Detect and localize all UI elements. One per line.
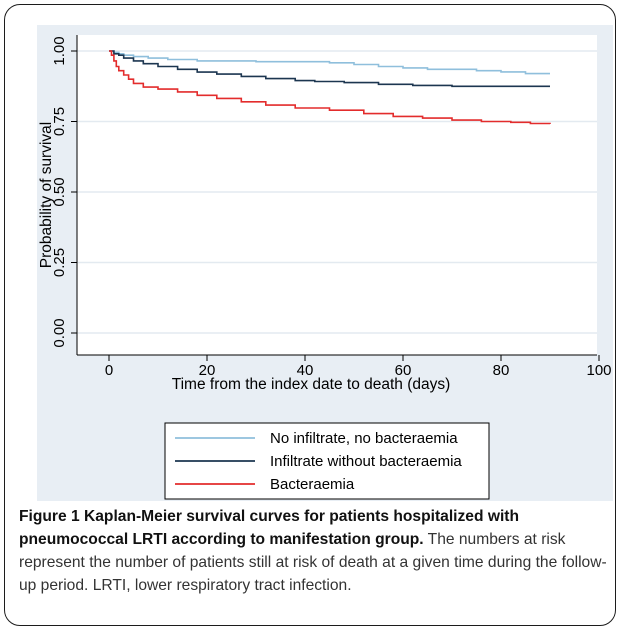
y-tick-label: 1.00 [51, 36, 68, 65]
series-line-2 [109, 50, 551, 125]
x-tick-label: 40 [297, 362, 314, 379]
legend-label: No infiltrate, no bacteraemia [270, 430, 458, 447]
plot-region [77, 35, 597, 355]
figure-label: Figure 1 [19, 508, 80, 525]
x-tick-label: 100 [586, 362, 611, 379]
series-line-1 [109, 50, 550, 88]
y-tick-label: 0.75 [51, 107, 68, 136]
legend-label: Bacteraemia [270, 476, 355, 493]
figure-caption-text: The numbers at risk represent the number… [19, 531, 607, 594]
x-tick-label: 0 [105, 362, 113, 379]
y-axis-title: Probability of survival [38, 122, 55, 268]
y-tick-label: 0.00 [51, 318, 68, 347]
x-tick-label: 20 [199, 362, 216, 379]
legend-label: Infiltrate without bacteraemia [270, 453, 462, 470]
y-tick-label: 0.25 [51, 248, 68, 277]
chart-panel: 0.00 0.25 0.50 0.75 1.00 0 20 40 60 80 100 Time fro… [37, 25, 613, 501]
x-axis-title: Time from the index date to death (days) [172, 376, 451, 393]
y-tick-label: 0.50 [51, 177, 68, 206]
figure-title: Kaplan-Meier survival curves for patient… [19, 508, 520, 548]
axes: 0.00 0.25 0.50 0.75 1.00 0 20 40 60 80 100 Time fro… [38, 35, 612, 393]
x-tick-label: 80 [493, 362, 510, 379]
figure-caption: Figure 1 Kaplan-Meier survival curves fo… [19, 505, 609, 597]
figure-frame: 0.00 0.25 0.50 0.75 1.00 0 20 40 60 80 100 Time fro… [4, 4, 616, 626]
legend: No infiltrate, no bacteraemia Infiltrate … [164, 422, 490, 500]
km-chart: 0.00 0.25 0.50 0.75 1.00 0 20 40 60 80 100 Time fro… [38, 35, 612, 500]
series [109, 50, 551, 125]
x-tick-label: 60 [395, 362, 412, 379]
